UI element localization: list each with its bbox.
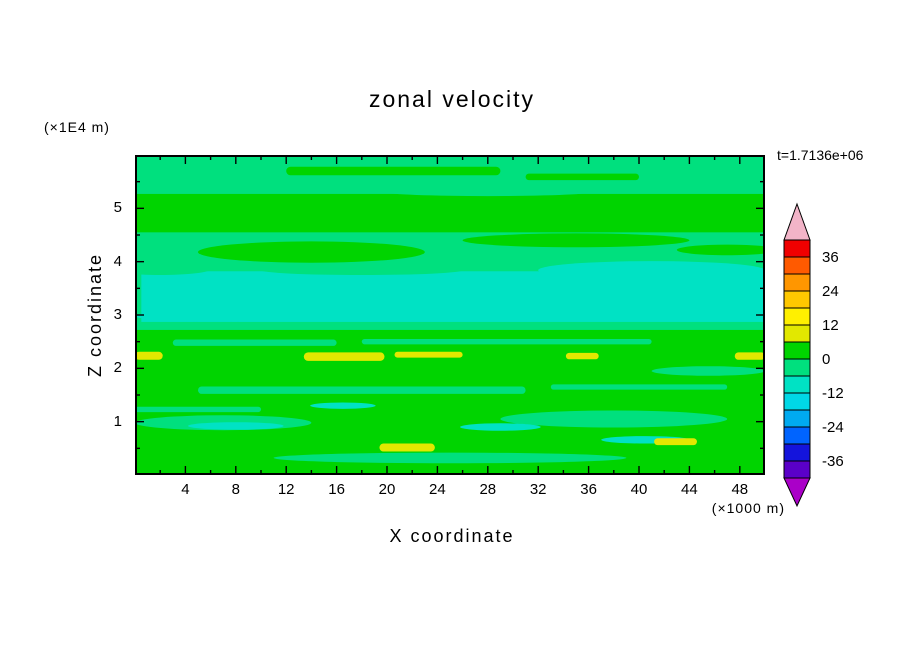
colorbar-segment: [783, 273, 811, 292]
contour-patch: [734, 352, 765, 360]
x-tick-label: 48: [731, 481, 749, 498]
y-tick-label: 3: [113, 306, 122, 323]
colorbar-label: -36: [822, 453, 844, 470]
colorbar-segment: [783, 460, 811, 479]
contour-patch: [387, 188, 589, 197]
contour-patch: [538, 261, 765, 280]
contour-patch: [135, 193, 765, 233]
y-tick-label: 1: [113, 412, 122, 430]
contour-patch: [198, 241, 425, 263]
x-tick-label: 20: [378, 481, 396, 498]
contour-patch: [135, 351, 163, 360]
contour-patch: [460, 423, 541, 431]
colorbar-segment: [783, 375, 811, 394]
x-tick-label: 36: [580, 481, 597, 498]
x-axis-unit-label: (×1000 m): [711, 500, 785, 516]
contour-patch: [565, 352, 599, 360]
x-tick-label: 12: [277, 481, 295, 498]
contour-patch: [198, 386, 526, 394]
x-tick-label: 32: [529, 481, 547, 498]
colorbar-segment: [783, 324, 811, 343]
chart-title: zonal velocity: [368, 86, 536, 112]
colorbar-label: 12: [822, 317, 839, 334]
contour-patch: [379, 443, 435, 452]
plot-frame: [135, 155, 765, 475]
colorbar-label: 36: [822, 249, 839, 266]
contour-patch: [187, 422, 284, 430]
time-annotation: t=1.7136e+06: [777, 147, 864, 163]
contour-field: [135, 155, 765, 475]
colorbar-segment: [783, 443, 811, 462]
contour-patch: [135, 406, 261, 413]
contour-patch: [676, 244, 765, 256]
x-tick-label: 8: [231, 481, 240, 498]
x-tick-label: 28: [479, 481, 497, 498]
colorbar-segment: [783, 358, 811, 377]
contour-patch: [500, 410, 728, 428]
y-tick-label: 4: [113, 252, 122, 270]
contour-patch: [651, 366, 765, 376]
contour-patch: [172, 339, 337, 346]
contour-patch: [135, 263, 211, 275]
y-tick-label: 2: [113, 359, 122, 377]
colorbar-segment: [783, 426, 811, 445]
x-tick-label: 40: [630, 481, 648, 498]
contour-patch: [273, 452, 627, 464]
y-axis-unit-label: (×1E4 m): [44, 119, 110, 135]
contour-patch: [286, 166, 501, 176]
contour-patch: [135, 310, 287, 322]
colorbar-over-arrow: [783, 202, 811, 241]
colorbar-segment: [783, 256, 811, 275]
contour-patch: [654, 438, 697, 446]
colorbar-segment: [783, 307, 811, 326]
x-tick-label: 44: [681, 481, 698, 498]
x-tick-label: 16: [328, 481, 345, 498]
colorbar-segment: [783, 392, 811, 411]
contour-patch: [310, 402, 376, 409]
contour-patch: [261, 265, 463, 275]
colorbar-label: -24: [822, 419, 844, 436]
contour-patch: [361, 339, 652, 345]
colorbar-label: 0: [822, 351, 830, 368]
colorbar-segment: [783, 239, 811, 258]
colorbar-under-arrow: [783, 477, 811, 508]
colorbar-label: 24: [822, 283, 839, 300]
contour-patch: [303, 352, 385, 361]
x-axis-title: X coordinate: [389, 526, 515, 546]
x-tick-label: 4: [181, 481, 190, 498]
x-tick-label: 24: [429, 481, 446, 498]
y-tick-label: 5: [113, 199, 122, 217]
colorbar-segment: [783, 290, 811, 309]
contour-patch: [462, 233, 690, 248]
contour-patch: [394, 351, 463, 358]
contour-patch: [550, 384, 728, 390]
contour-plot: [135, 155, 765, 475]
colorbar-label: -12: [822, 385, 844, 402]
contour-patch: [525, 173, 639, 181]
colorbar-segment: [783, 409, 811, 428]
colorbar: 36 24 12 0 -12 -24 -36: [783, 202, 844, 508]
colorbar-segment: [783, 341, 811, 360]
